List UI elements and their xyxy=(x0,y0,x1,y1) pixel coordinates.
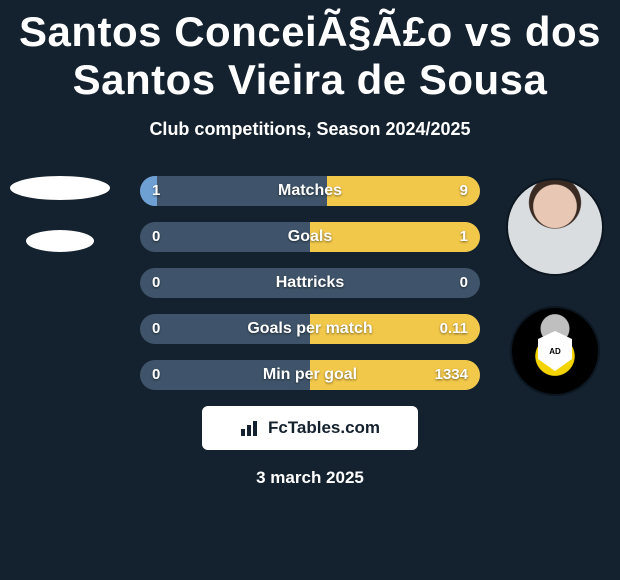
page-title: Santos ConceiÃ§Ã£o vs dos Santos Vieira … xyxy=(0,0,620,105)
footer-text: FcTables.com xyxy=(268,418,380,438)
stat-label: Min per goal xyxy=(140,360,480,390)
stats-container: 19Matches 01Goals 00Hattricks 00.11Goals pe… xyxy=(0,176,620,390)
stat-row: 00Hattricks xyxy=(140,268,480,298)
stat-label: Goals xyxy=(140,222,480,252)
page-subtitle: Club competitions, Season 2024/2025 xyxy=(0,119,620,140)
date-label: 3 march 2025 xyxy=(0,468,620,488)
stat-row: 01Goals xyxy=(140,222,480,252)
stat-label: Matches xyxy=(140,176,480,206)
stat-label: Hattricks xyxy=(140,268,480,298)
stat-row: 19Matches xyxy=(140,176,480,206)
stat-row: 01334Min per goal xyxy=(140,360,480,390)
stat-label: Goals per match xyxy=(140,314,480,344)
bar-chart-icon xyxy=(240,419,262,437)
footer-logo: FcTables.com xyxy=(202,406,418,450)
stat-row: 00.11Goals per match xyxy=(140,314,480,344)
